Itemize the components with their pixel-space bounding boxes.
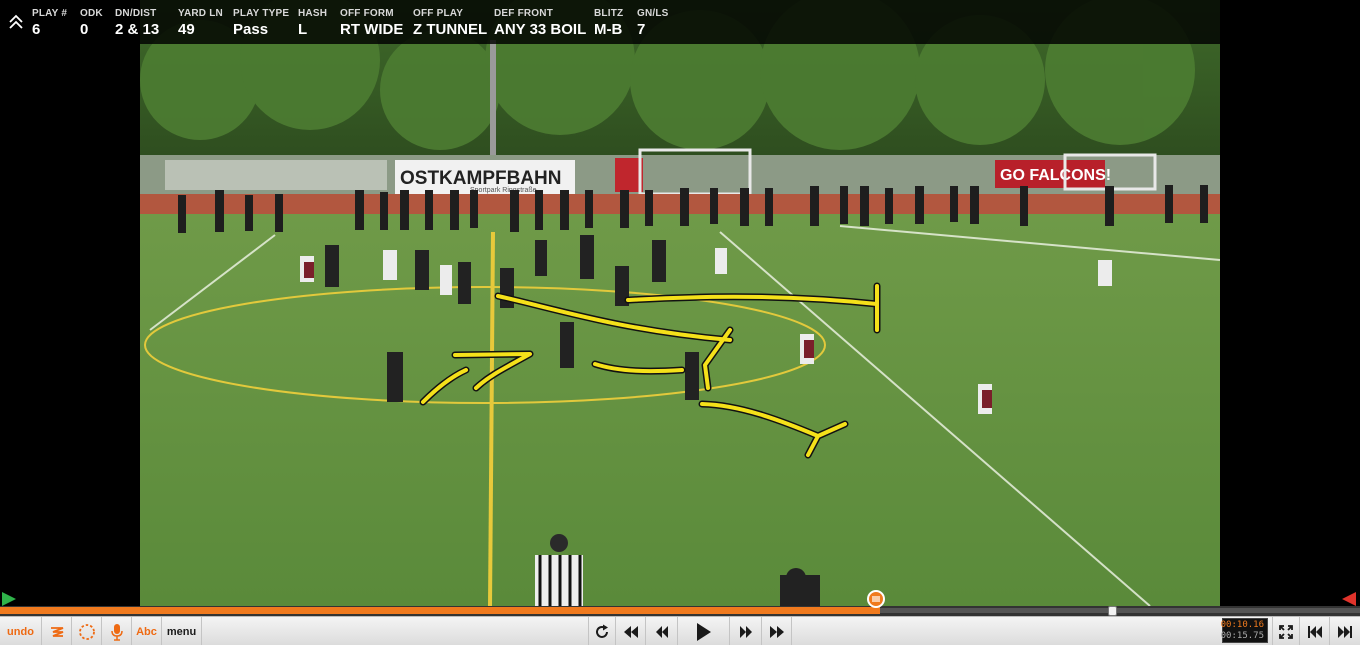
- skip-back-icon: [1307, 625, 1322, 638]
- info-value: Z TUNNEL: [413, 21, 488, 38]
- play-info-bar: PLAY # 6 ODK 0 DN/DIST 2 & 13 YARD LN 49…: [0, 0, 1220, 44]
- info-odk[interactable]: ODK 0: [80, 0, 115, 38]
- light-pole: [490, 40, 496, 200]
- zigzag-line-icon: [50, 626, 63, 637]
- previous-play-button[interactable]: [616, 617, 646, 645]
- football-field: [140, 214, 1220, 606]
- info-value: 6: [32, 21, 41, 38]
- info-value: Pass: [233, 21, 269, 38]
- forward-icon: [739, 625, 752, 638]
- next-play-button[interactable]: [762, 617, 792, 645]
- info-play-type[interactable]: PLAY TYPE Pass: [233, 0, 298, 38]
- info-blitz[interactable]: BLITZ M-B: [594, 0, 637, 38]
- info-label: PLAY TYPE: [233, 8, 290, 19]
- skip-to-end-button[interactable]: [1330, 617, 1360, 645]
- fast-forward-icon: [769, 625, 784, 638]
- clip-end-marker-icon[interactable]: [1342, 592, 1356, 606]
- fullscreen-icon: [1279, 624, 1293, 639]
- midfield-line: [488, 231, 495, 606]
- text-tool-button[interactable]: Abc: [132, 617, 162, 645]
- microphone-icon: [110, 623, 123, 641]
- info-label: GN/LS: [637, 8, 669, 19]
- replay-icon: [596, 624, 608, 638]
- text-tool-label: Abc: [136, 625, 157, 638]
- info-value: L: [298, 21, 308, 38]
- info-label: BLITZ: [594, 8, 624, 19]
- info-off-play[interactable]: OFF PLAY Z TUNNEL: [413, 0, 494, 38]
- sideline-players: [178, 185, 1208, 233]
- team-banner: [995, 160, 1105, 188]
- info-label: HASH: [298, 8, 328, 19]
- menu-button[interactable]: menu: [162, 617, 202, 645]
- field-players: [300, 235, 1112, 414]
- draw-line-button[interactable]: [42, 617, 72, 645]
- info-down-distance[interactable]: DN/DIST 2 & 13: [115, 0, 178, 38]
- timeline-played: [0, 607, 880, 614]
- info-label: DN/DIST: [115, 8, 157, 19]
- rewind-icon: [655, 625, 668, 638]
- info-label: OFF PLAY: [413, 8, 464, 19]
- info-hash[interactable]: HASH L: [298, 0, 340, 38]
- collapse-info-button[interactable]: [0, 0, 32, 44]
- fast-rewind-icon: [623, 625, 638, 638]
- info-label: DEF FRONT: [494, 8, 554, 19]
- timeline-scrubber[interactable]: [1108, 606, 1117, 616]
- bottom-toolbar: undo Abc menu: [0, 616, 1360, 645]
- telestration-marker-icon: [872, 596, 880, 602]
- undo-label: undo: [7, 625, 34, 638]
- undo-button[interactable]: undo: [0, 617, 42, 645]
- coach-head: [786, 568, 806, 588]
- center-circle: [144, 286, 826, 404]
- info-label: OFF FORM: [340, 8, 394, 19]
- timeline-track[interactable]: [0, 606, 1360, 616]
- red-banner: [615, 158, 643, 192]
- video-area: OSTKAMPFBAHN Sportpark Ringstraße GO FAL…: [0, 0, 1220, 606]
- telestration-routes: [421, 284, 879, 457]
- skip-forward-icon: [1338, 625, 1352, 638]
- double-chevron-up-icon: [9, 14, 23, 29]
- stadium-banner: [395, 160, 575, 194]
- info-def-front[interactable]: DEF FRONT ANY 33 BOIL: [494, 0, 594, 38]
- telestration-marker[interactable]: [867, 590, 885, 608]
- info-value: ANY 33 BOIL: [494, 21, 587, 38]
- total-time: 00:15.75: [1220, 630, 1264, 641]
- info-label: PLAY #: [32, 8, 68, 19]
- fullscreen-button[interactable]: [1272, 617, 1300, 645]
- team-banner-text: GO FALCONS!: [1000, 167, 1111, 184]
- stadium-banner-text: OSTKAMPFBAHN: [400, 168, 562, 189]
- field-lines: [149, 225, 1220, 606]
- forward-button[interactable]: [730, 617, 762, 645]
- info-value: 0: [80, 21, 89, 38]
- skip-to-start-button[interactable]: [1300, 617, 1330, 645]
- video-frame: OSTKAMPFBAHN Sportpark Ringstraße GO FAL…: [140, 0, 1220, 606]
- menu-label: menu: [166, 625, 197, 638]
- replay-button[interactable]: [588, 617, 616, 645]
- info-label: ODK: [80, 8, 103, 19]
- voice-over-button[interactable]: [102, 617, 132, 645]
- info-value: 49: [178, 21, 195, 38]
- stadium-banner-subtext: Sportpark Ringstraße: [470, 187, 537, 194]
- play-button[interactable]: [678, 617, 730, 645]
- referee: [535, 534, 583, 606]
- dashed-circle-icon: [78, 623, 95, 640]
- timeline-remaining: [880, 608, 1360, 613]
- info-value: M-B: [594, 21, 623, 38]
- clip-start-marker-icon[interactable]: [2, 592, 16, 606]
- info-value: 7: [637, 21, 646, 38]
- info-yard-line[interactable]: YARD LN 49: [178, 0, 233, 38]
- stands-left: [165, 160, 387, 190]
- info-value: 2 & 13: [115, 21, 160, 38]
- current-time: 00:10.16: [1220, 619, 1264, 630]
- info-gain-loss[interactable]: GN/LS 7: [637, 0, 687, 38]
- draw-circle-button[interactable]: [72, 617, 102, 645]
- info-play-number[interactable]: PLAY # 6: [32, 0, 80, 38]
- rewind-button[interactable]: [646, 617, 678, 645]
- play-icon: [696, 622, 711, 641]
- info-value: RT WIDE: [340, 21, 404, 38]
- time-display: 00:10.16 00:15.75: [1220, 618, 1268, 643]
- info-off-form[interactable]: OFF FORM RT WIDE: [340, 0, 413, 38]
- info-label: YARD LN: [178, 8, 223, 19]
